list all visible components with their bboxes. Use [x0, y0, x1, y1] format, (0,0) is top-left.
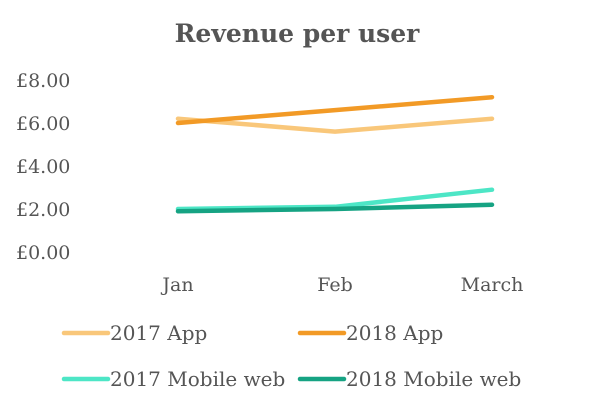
y-tick-label: £4.00 — [16, 156, 70, 178]
legend-label: 2017 Mobile web — [110, 367, 285, 391]
chart-title: Revenue per user — [175, 19, 420, 48]
legend-item: 2017 Mobile web — [61, 367, 285, 391]
legend-item: 2017 App — [61, 321, 207, 345]
y-tick-label: £6.00 — [16, 113, 70, 135]
x-tick-label: Feb — [317, 274, 353, 296]
series-line — [175, 94, 495, 126]
legend: 2017 App 2018 App 2017 Mobile web 2018 Mobi… — [61, 321, 521, 391]
x-axis-ticks: Jan Feb March — [160, 274, 523, 296]
x-tick-label: Jan — [160, 274, 193, 296]
y-axis-ticks: £0.00 £2.00 £4.00 £6.00 £8.00 — [16, 70, 70, 264]
legend-label: 2018 Mobile web — [346, 367, 521, 391]
legend-item: 2018 App — [297, 321, 443, 345]
y-tick-label: £2.00 — [16, 199, 70, 221]
y-tick-label: £0.00 — [16, 242, 70, 264]
legend-label: 2018 App — [346, 321, 443, 345]
x-tick-label: March — [461, 274, 524, 296]
legend-item: 2018 Mobile web — [297, 367, 521, 391]
y-tick-label: £8.00 — [16, 70, 70, 92]
series-line — [175, 202, 495, 214]
legend-label: 2017 App — [110, 321, 207, 345]
series-line — [175, 116, 495, 134]
plot-area — [175, 94, 495, 214]
